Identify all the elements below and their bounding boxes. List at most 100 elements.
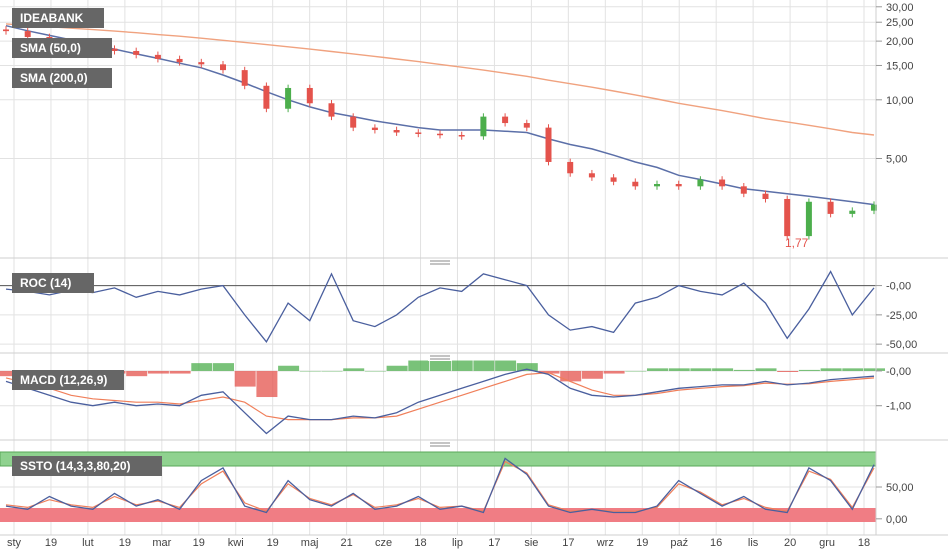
- candle-body: [437, 133, 443, 136]
- x-tick-label: mar: [152, 537, 171, 549]
- sma50-line: [5, 24, 875, 206]
- price-y-tick-label: 15,00: [886, 60, 914, 72]
- x-tick-label: 17: [488, 537, 500, 549]
- candle-body: [198, 62, 205, 65]
- panel-resize-handle-1[interactable]: [428, 259, 452, 266]
- x-tick-label: 18: [414, 537, 426, 549]
- sma200-line: [5, 23, 875, 136]
- candle-body: [24, 31, 31, 37]
- ssto-k-line: [5, 457, 875, 514]
- candle-body: [849, 210, 856, 214]
- candle-body: [719, 179, 726, 187]
- candle-body: [827, 201, 834, 214]
- candle-body: [675, 184, 682, 187]
- candle-body: [241, 70, 248, 86]
- macd-title-label[interactable]: MACD (12,26,9): [12, 370, 124, 390]
- candle-body: [458, 134, 465, 137]
- candle-body: [740, 186, 747, 194]
- roc-y-tick-label: -50,00: [886, 339, 917, 351]
- macd-histogram-bar: [473, 360, 495, 371]
- candle-body: [523, 123, 530, 128]
- candle-body: [371, 127, 378, 131]
- roc-y-tick-label: -25,00: [886, 310, 917, 322]
- macd-histogram-bar: [321, 370, 343, 372]
- price-y-tick-label: 30,00: [886, 2, 914, 14]
- roc-title: ROC (14): [20, 276, 71, 290]
- x-tick-label: 18: [858, 537, 870, 549]
- sma200-legend: SMA (200,0): [20, 71, 88, 85]
- candle-body: [502, 116, 509, 124]
- price-y-tick-label: 20,00: [886, 36, 914, 48]
- sma50-legend: SMA (50,0): [20, 41, 81, 55]
- candle-body: [784, 198, 791, 237]
- macd-histogram-bar: [820, 368, 842, 371]
- panel-resize-handle-2[interactable]: [428, 354, 452, 361]
- x-tick-label: 17: [562, 537, 574, 549]
- macd-histogram-bar: [213, 363, 234, 371]
- macd-histogram-bar: [603, 370, 625, 374]
- macd-line: [5, 368, 875, 435]
- candle-body: [588, 173, 595, 178]
- macd-histogram-bar: [256, 370, 278, 398]
- price-title-label[interactable]: IDEABANK: [12, 8, 104, 28]
- macd-histogram-bar: [343, 368, 365, 371]
- ssto-y-tick-label: 50,00: [886, 482, 914, 494]
- macd-histogram-bar: [516, 363, 538, 371]
- candle-body: [176, 58, 183, 63]
- macd-histogram-bar: [733, 369, 755, 371]
- x-tick-label: lut: [82, 537, 94, 549]
- candle-body: [133, 50, 140, 55]
- candle-body: [610, 177, 617, 182]
- macd-histogram-bar: [798, 369, 820, 371]
- x-tick-label: gru: [819, 537, 835, 549]
- macd-y-tick-label: -0,00: [886, 366, 911, 378]
- candle-body: [220, 64, 226, 71]
- candle-body: [306, 87, 313, 104]
- panel-resize-handle-3[interactable]: [428, 441, 452, 448]
- candle-body: [632, 181, 639, 187]
- macd-histogram-bar: [690, 368, 712, 371]
- ssto-oversold-zone: [0, 508, 876, 522]
- x-tick-label: cze: [375, 537, 392, 549]
- macd-histogram-bar: [408, 360, 430, 371]
- macd-histogram-bar: [169, 370, 191, 374]
- price-y-tick-label: 5,00: [886, 154, 907, 166]
- roc-line: [5, 270, 875, 343]
- macd-histogram-bar: [126, 370, 148, 377]
- candle-body: [3, 29, 9, 32]
- macd-histogram-bar: [299, 370, 321, 372]
- candle-body: [697, 179, 704, 187]
- ssto-title-label[interactable]: SSTO (14,3,3,80,20): [12, 456, 162, 476]
- candle-body: [350, 116, 357, 128]
- macd-histogram-bar: [147, 370, 169, 374]
- roc-title-label[interactable]: ROC (14): [12, 273, 94, 293]
- candle-body: [480, 116, 487, 137]
- x-tick-label: 19: [45, 537, 57, 549]
- macd-histogram-bar: [560, 370, 582, 382]
- price-low-annotation: 1,77: [785, 236, 809, 250]
- macd-histogram-bar: [234, 370, 256, 387]
- macd-histogram-bar: [625, 370, 647, 372]
- sma200-legend-label[interactable]: SMA (200,0): [12, 68, 112, 88]
- candle-body: [263, 85, 270, 109]
- macd-histogram-bar: [842, 368, 864, 371]
- price-y-tick-label: 25,00: [886, 17, 914, 29]
- macd-histogram-bar: [191, 363, 213, 371]
- candle-body: [393, 130, 400, 133]
- roc-y-tick-label: -0,00: [886, 281, 911, 293]
- macd-histogram-bar: [495, 360, 517, 371]
- candle-body: [654, 184, 660, 187]
- x-tick-label: paź: [670, 537, 688, 549]
- macd-histogram-bar: [386, 365, 408, 371]
- macd-histogram-bar: [581, 370, 603, 379]
- x-tick-label: 21: [340, 537, 352, 549]
- macd-histogram-bar: [647, 368, 668, 371]
- macd-title: MACD (12,26,9): [20, 373, 107, 387]
- candle-body: [111, 48, 118, 51]
- sma50-legend-label[interactable]: SMA (50,0): [12, 38, 112, 58]
- candle-body: [805, 201, 812, 237]
- ssto-y-tick-label: 0,00: [886, 514, 907, 526]
- x-tick-label: 19: [119, 537, 131, 549]
